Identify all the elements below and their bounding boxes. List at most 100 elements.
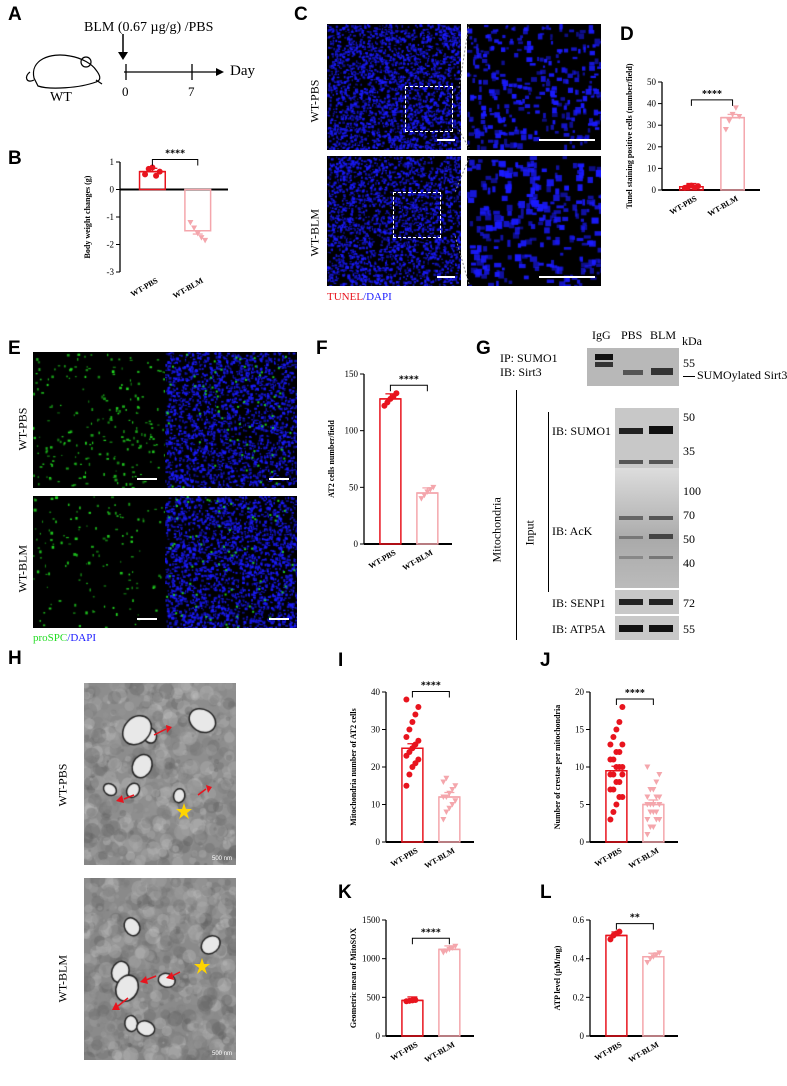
- significance-label: ****: [421, 927, 441, 938]
- row-label-wt-pbs-e: WT-PBS: [15, 407, 30, 451]
- data-point: [424, 489, 431, 495]
- x-tick-label: WT-PBS: [367, 548, 398, 571]
- mouse-icon: [25, 54, 103, 89]
- significance-bracket: [389, 384, 428, 392]
- x-tick-label: WT-PBS: [668, 194, 699, 217]
- treatment-label: BLM (0.67 µg/g) /PBS: [84, 20, 214, 35]
- y-tick-label: 30: [647, 120, 657, 130]
- bar-wt-blm: [416, 492, 439, 545]
- x-tick-label: WT-BLM: [627, 846, 661, 871]
- tem-arrows-blm: [112, 958, 210, 1010]
- y-axis-label: Body weight changes (g): [83, 175, 92, 258]
- blot-atp5a: [615, 616, 679, 640]
- input-bracket: [548, 412, 549, 592]
- chart-j-crestae: 0 5 10 15 20 Number of crestae per mitochondr…: [553, 687, 678, 871]
- data-point: [443, 948, 450, 954]
- western-blot-panel: IgG PBS BLM kDa IP: SUMO1 IB: Sirt3 55 S…: [480, 320, 787, 640]
- data-point: [440, 779, 447, 785]
- blot-ip-sirt3: [587, 348, 679, 386]
- y-tick-label: 0.6: [573, 915, 585, 925]
- data-point: [191, 225, 198, 231]
- data-point: [619, 764, 626, 770]
- tem-image-wt-blm: 500 nm: [84, 878, 236, 1060]
- y-tick-label: 0: [580, 837, 585, 847]
- data-point: [153, 172, 160, 179]
- chart-b-body-weight: 1 0 -1 -2 -3 Body weight changes (g) WT-PBS WT-…: [83, 149, 228, 300]
- y-axis-label: AT2 cells number/field: [327, 420, 336, 498]
- y-axis-label: Geometric mean of MitoSOX: [349, 928, 358, 1028]
- data-point: [616, 779, 623, 785]
- data-point: [656, 794, 663, 800]
- chart-l-atp-level: 0 0.2 0.4 0.6 ATP level (µM/mg) WT-PBS WT-BLM *…: [553, 913, 678, 1065]
- ip-ib-label: IB: Sirt3: [500, 365, 542, 379]
- chart-i-mitochondria-number: 0 10 20 30 40 Mitochondria number of AT2 cell…: [349, 681, 474, 871]
- data-point: [452, 943, 459, 950]
- panel-label-c: C: [294, 4, 308, 25]
- ip-label: IP: SUMO1: [500, 351, 558, 365]
- lane-igg: IgG: [592, 328, 611, 342]
- data-point: [449, 802, 456, 808]
- tunel-image-blm-zoom: [467, 156, 601, 286]
- significance-bracket: [615, 923, 654, 930]
- y-tick-label: 20: [647, 142, 657, 152]
- zoom-box: [405, 86, 453, 132]
- data-point: [650, 824, 657, 830]
- significance-label: **: [630, 913, 640, 924]
- x-tick-label: WT-PBS: [593, 846, 624, 869]
- data-point: [610, 734, 617, 740]
- x-tick-label: WT-PBS: [389, 846, 420, 869]
- data-point: [452, 798, 459, 804]
- y-tick-label: 1: [110, 157, 115, 167]
- y-tick-label: 15: [575, 725, 585, 735]
- data-point: [198, 235, 205, 241]
- chart-k-mitosox: 0 500 1000 1500 Geometric mean of MitoSOX WT-…: [349, 915, 474, 1065]
- data-point: [607, 741, 614, 748]
- data-point: [695, 183, 702, 190]
- y-tick-label: 10: [575, 762, 585, 772]
- data-point: [732, 105, 739, 111]
- prospc-image-pbs-green: [33, 352, 165, 488]
- y-tick-label: 20: [575, 687, 585, 697]
- data-point: [656, 817, 663, 823]
- day7-label: 7: [188, 84, 195, 99]
- data-point: [412, 997, 419, 1004]
- data-point: [726, 118, 733, 124]
- row-label-wt-blm-e: WT-BLM: [15, 544, 30, 593]
- y-tick-label: 0: [652, 185, 657, 195]
- data-point: [607, 816, 614, 823]
- y-tick-label: 0: [110, 185, 115, 195]
- x-tick-label: WT-BLM: [423, 1040, 457, 1065]
- y-tick-label: 30: [371, 725, 381, 735]
- data-point: [449, 787, 456, 793]
- panel-label-i: I: [338, 650, 344, 671]
- x-tick-label: WT-BLM: [627, 1040, 661, 1065]
- data-point: [613, 801, 620, 808]
- data-point: [393, 390, 400, 397]
- data-point: [427, 487, 434, 493]
- y-tick-label: 10: [647, 163, 657, 173]
- ib-atp5a-label: IB: ATP5A: [552, 622, 606, 636]
- data-point: [202, 237, 209, 244]
- y-tick-label: 50: [647, 77, 657, 87]
- y-tick-label: 1500: [362, 915, 381, 925]
- input-label: Input: [522, 520, 537, 546]
- data-point: [653, 952, 660, 958]
- lane-blm: BLM: [650, 328, 677, 342]
- data-point: [644, 794, 651, 800]
- x-tick-label: WT-BLM: [423, 846, 457, 871]
- data-point: [443, 794, 450, 800]
- mouse-timeline-svg: [25, 34, 224, 89]
- bar-wt-pbs: [401, 999, 424, 1037]
- x-tick-label: WT-BLM: [401, 548, 435, 573]
- panel-label-g: G: [476, 338, 491, 359]
- y-tick-label: -1: [107, 212, 115, 222]
- tunel-image-blm-overview: [327, 156, 461, 286]
- y-axis-label: Number of crestae per mitochondria: [553, 705, 562, 829]
- data-point: [653, 809, 660, 815]
- data-point: [656, 772, 663, 778]
- significance-bracket: [615, 698, 654, 705]
- x-tick-label: WT-PBS: [593, 1040, 624, 1063]
- data-point: [446, 790, 453, 797]
- data-point: [610, 786, 617, 793]
- data-point: [194, 231, 201, 237]
